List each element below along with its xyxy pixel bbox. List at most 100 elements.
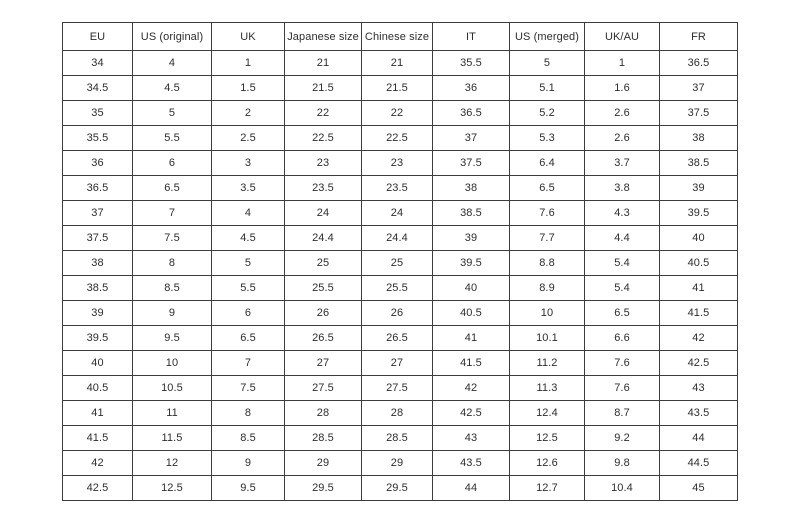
table-cell: 4.4 [584, 225, 660, 251]
column-header: Japanese size [284, 22, 362, 51]
table-cell: 6.6 [584, 325, 660, 351]
table-cell: 36.5 [62, 175, 133, 201]
table-cell: 7.6 [584, 375, 660, 401]
table-row: 36.5 6.5 3.5 23.5 23.5 38 6.5 3.8 39 [62, 175, 738, 201]
table-cell: 5.5 [132, 125, 212, 151]
table-cell: 38.5 [62, 275, 133, 301]
table-cell: 23.5 [361, 175, 433, 201]
table-cell: 1 [584, 50, 660, 76]
table-cell: 39.5 [432, 250, 510, 276]
table-cell: 6 [132, 150, 212, 176]
table-cell: 3.5 [211, 175, 285, 201]
table-cell: 40 [62, 350, 133, 376]
table-cell: 8.5 [132, 275, 212, 301]
table-cell: 41 [62, 400, 133, 426]
table-cell: 5 [211, 250, 285, 276]
table-cell: 3.7 [584, 150, 660, 176]
column-header: IT [432, 22, 510, 51]
table-cell: 37 [432, 125, 510, 151]
table-cell: 11.2 [509, 350, 585, 376]
table-cell: 1.6 [584, 75, 660, 101]
table-cell: 37 [659, 75, 738, 101]
table-cell: 35.5 [432, 50, 510, 76]
table-cell: 21 [284, 50, 362, 76]
table-cell: 8.5 [211, 425, 285, 451]
table-cell: 10.4 [584, 475, 660, 501]
table-cell: 8 [132, 250, 212, 276]
table-cell: 43 [659, 375, 738, 401]
table-cell: 12.6 [509, 450, 585, 476]
table-cell: 26 [361, 300, 433, 326]
column-header: FR [659, 22, 738, 51]
table-cell: 9.8 [584, 450, 660, 476]
table-cell: 38 [432, 175, 510, 201]
table-cell: 35.5 [62, 125, 133, 151]
table-cell: 28 [284, 400, 362, 426]
table-cell: 29 [361, 450, 433, 476]
table-cell: 2 [211, 100, 285, 126]
table-cell: 39 [659, 175, 738, 201]
table-cell: 8.8 [509, 250, 585, 276]
table-cell: 7.5 [211, 375, 285, 401]
table-cell: 12.5 [132, 475, 212, 501]
table-cell: 41.5 [659, 300, 738, 326]
table-row: 34.5 4.5 1.5 21.5 21.5 36 5.1 1.6 37 [62, 75, 738, 101]
column-header: US (merged) [509, 22, 585, 51]
table-cell: 24 [284, 200, 362, 226]
table-cell: 6.5 [211, 325, 285, 351]
table-cell: 10.1 [509, 325, 585, 351]
column-header: Chinese size [361, 22, 433, 51]
column-header: US (original) [132, 22, 212, 51]
table-row: 36 6 3 23 23 37.5 6.4 3.7 38.5 [62, 150, 738, 176]
table-row: 38 8 5 25 25 39.5 8.8 5.4 40.5 [62, 250, 738, 276]
table-row: 38.5 8.5 5.5 25.5 25.5 40 8.9 5.4 41 [62, 275, 738, 301]
table-cell: 11.3 [509, 375, 585, 401]
column-header: EU [62, 22, 133, 51]
table-cell: 9 [211, 450, 285, 476]
table-cell: 6.5 [509, 175, 585, 201]
table-cell: 9.5 [132, 325, 212, 351]
table-cell: 5 [509, 50, 585, 76]
table-cell: 6.4 [509, 150, 585, 176]
table-cell: 9.2 [584, 425, 660, 451]
table-cell: 21.5 [361, 75, 433, 101]
table-row: 42 12 9 29 29 43.5 12.6 9.8 44.5 [62, 450, 738, 476]
table-row: 40 10 7 27 27 41.5 11.2 7.6 42.5 [62, 350, 738, 376]
table-cell: 43 [432, 425, 510, 451]
table-cell: 22 [284, 100, 362, 126]
table-cell: 29.5 [361, 475, 433, 501]
table-cell: 5.3 [509, 125, 585, 151]
table-cell: 5.1 [509, 75, 585, 101]
table-cell: 23 [361, 150, 433, 176]
table-cell: 6.5 [584, 300, 660, 326]
table-cell: 8.7 [584, 400, 660, 426]
table-cell: 7 [132, 200, 212, 226]
table-cell: 38 [659, 125, 738, 151]
table-cell: 2.6 [584, 125, 660, 151]
table-row: 41.5 11.5 8.5 28.5 28.5 43 12.5 9.2 44 [62, 425, 738, 451]
table-cell: 36 [432, 75, 510, 101]
table-cell: 4 [211, 200, 285, 226]
table-cell: 42 [659, 325, 738, 351]
table-cell: 22.5 [361, 125, 433, 151]
table-cell: 7.7 [509, 225, 585, 251]
table-cell: 28.5 [284, 425, 362, 451]
table-cell: 39.5 [62, 325, 133, 351]
table-cell: 26.5 [284, 325, 362, 351]
table-row: 42.5 12.5 9.5 29.5 29.5 44 12.7 10.4 45 [62, 475, 738, 501]
size-conversion-table-container: EU US (original) UK Japanese size Chinese si… [62, 22, 738, 501]
table-cell: 37 [62, 200, 133, 226]
table-cell: 28.5 [361, 425, 433, 451]
table-cell: 42.5 [62, 475, 133, 501]
table-cell: 44 [432, 475, 510, 501]
table-cell: 41 [659, 275, 738, 301]
table-cell: 21.5 [284, 75, 362, 101]
table-cell: 10 [509, 300, 585, 326]
table-cell: 26.5 [361, 325, 433, 351]
table-row: 35.5 5.5 2.5 22.5 22.5 37 5.3 2.6 38 [62, 125, 738, 151]
table-cell: 12 [132, 450, 212, 476]
table-cell: 27 [361, 350, 433, 376]
table-cell: 34 [62, 50, 133, 76]
size-conversion-table: EU US (original) UK Japanese size Chinese si… [62, 22, 738, 501]
table-cell: 37.5 [659, 100, 738, 126]
